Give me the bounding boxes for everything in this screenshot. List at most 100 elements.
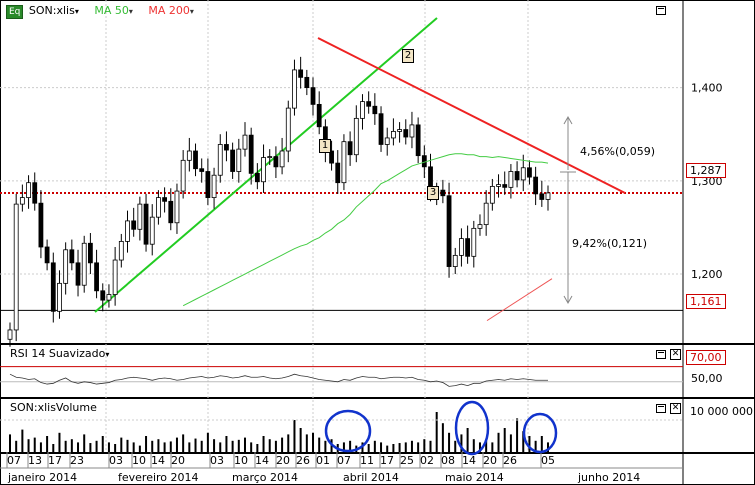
volume-bar — [95, 440, 98, 452]
volume-bar — [491, 442, 494, 452]
candle-body — [502, 184, 508, 188]
candle-body — [100, 290, 106, 301]
volume-bar — [120, 437, 123, 452]
volume-bar — [478, 442, 481, 452]
volume-bar — [70, 439, 73, 452]
volume-bar — [522, 431, 525, 452]
volume-bar — [188, 442, 191, 452]
volume-bar — [466, 428, 469, 452]
day-tick-label: 20 — [171, 454, 185, 467]
volume-bar — [299, 428, 302, 452]
candle-body — [112, 259, 118, 295]
rsi-line — [9, 373, 548, 387]
volume-bar — [15, 440, 18, 452]
chart-header: Eq SON:xlis▾ MA 50▾ MA 200▾ — [6, 3, 194, 19]
month-label: junho 2014 — [577, 471, 640, 484]
volume-bar — [21, 429, 24, 452]
volume-bar — [46, 436, 49, 452]
candle-body — [489, 186, 495, 204]
volume-bar — [497, 432, 500, 452]
candle-body — [353, 117, 359, 156]
ma50-legend[interactable]: MA 50 — [94, 4, 129, 17]
down-move-label: 9,42%(0,121) — [572, 237, 648, 250]
symbol-dropdown-icon[interactable]: ▾ — [74, 7, 79, 16]
candle-body — [13, 203, 19, 331]
ma200-dropdown-icon[interactable]: ▾ — [189, 7, 194, 16]
volume-bar — [77, 442, 80, 452]
candle-body — [378, 113, 384, 145]
candle-body — [366, 101, 372, 107]
volume-bar — [268, 439, 271, 452]
day-tick-label: 14 — [151, 454, 165, 467]
volume-bar — [182, 434, 185, 452]
candle-body — [397, 129, 402, 132]
candles — [7, 56, 551, 347]
candle-body — [199, 168, 205, 172]
candle-body — [304, 76, 310, 89]
ma50-line — [182, 153, 549, 307]
volume-bar — [250, 442, 253, 452]
rsi-maximize-icon[interactable] — [656, 350, 666, 359]
day-tick-label: 25 — [400, 454, 414, 467]
downtrend-line — [317, 37, 626, 194]
volume-bar — [386, 445, 389, 452]
volume-bar — [52, 444, 55, 452]
candle-body — [193, 150, 198, 170]
candle-body — [310, 87, 316, 105]
month-label: maio 2014 — [445, 471, 504, 484]
candle-body — [527, 167, 532, 178]
candle-body — [57, 282, 62, 312]
symbol-label[interactable]: SON:xlis — [28, 4, 75, 17]
candle-body — [360, 101, 365, 119]
candle-body — [162, 197, 167, 202]
candle-body — [224, 144, 229, 151]
volume-bar — [243, 437, 246, 452]
candle-body — [292, 69, 297, 109]
candle-body — [483, 202, 489, 226]
volume-close-icon[interactable]: ✕ — [670, 403, 681, 414]
volume-maximize-icon[interactable] — [656, 404, 666, 413]
volume-bar — [281, 437, 284, 452]
volume-bar — [441, 423, 444, 452]
candle-body — [403, 129, 409, 138]
uptrend-line — [94, 17, 438, 313]
candle-body — [372, 105, 378, 115]
day-tick-label: 26 — [296, 454, 310, 467]
volume-bar — [213, 439, 216, 452]
volume-bar — [169, 441, 172, 452]
candle-body — [440, 189, 446, 197]
ma50-dropdown-icon[interactable]: ▾ — [128, 7, 133, 16]
volume-bar — [435, 412, 438, 452]
volume-title[interactable]: SON:xlisVolume — [10, 401, 97, 414]
volume-bar — [342, 442, 345, 452]
down-measure-arrow — [563, 295, 573, 305]
volume-bar — [460, 434, 463, 452]
volume-bar — [318, 437, 321, 452]
volume-bar — [380, 442, 383, 452]
rsi-close-icon[interactable]: ✕ — [670, 349, 681, 360]
rsi-level-70-tag: 70,00 — [686, 350, 726, 365]
day-tick-label: 08 — [441, 454, 455, 467]
day-tick-label: 03 — [109, 454, 123, 467]
volume-bar — [324, 440, 327, 452]
candle-body — [409, 124, 415, 138]
volume-bar — [367, 444, 370, 452]
volume-bar — [256, 444, 259, 452]
candle-body — [533, 176, 539, 195]
day-tick-label: 23 — [70, 454, 84, 467]
rsi-title[interactable]: RSI 14 Suavizado — [10, 347, 106, 360]
volume-bar — [83, 434, 86, 452]
volume-bar — [27, 439, 30, 452]
candle-body — [131, 220, 137, 230]
ma200-legend[interactable]: MA 200 — [148, 4, 190, 17]
volume-bar — [293, 420, 296, 452]
volume-bar — [200, 440, 203, 452]
rsi-dropdown-icon[interactable]: ▾ — [105, 350, 110, 359]
candle-body — [211, 174, 217, 198]
day-tick-label: 01 — [316, 454, 330, 467]
volume-bar — [151, 440, 154, 452]
candle-body — [19, 197, 25, 205]
maximize-icon[interactable] — [656, 6, 666, 15]
day-tick-label: 03 — [210, 454, 224, 467]
